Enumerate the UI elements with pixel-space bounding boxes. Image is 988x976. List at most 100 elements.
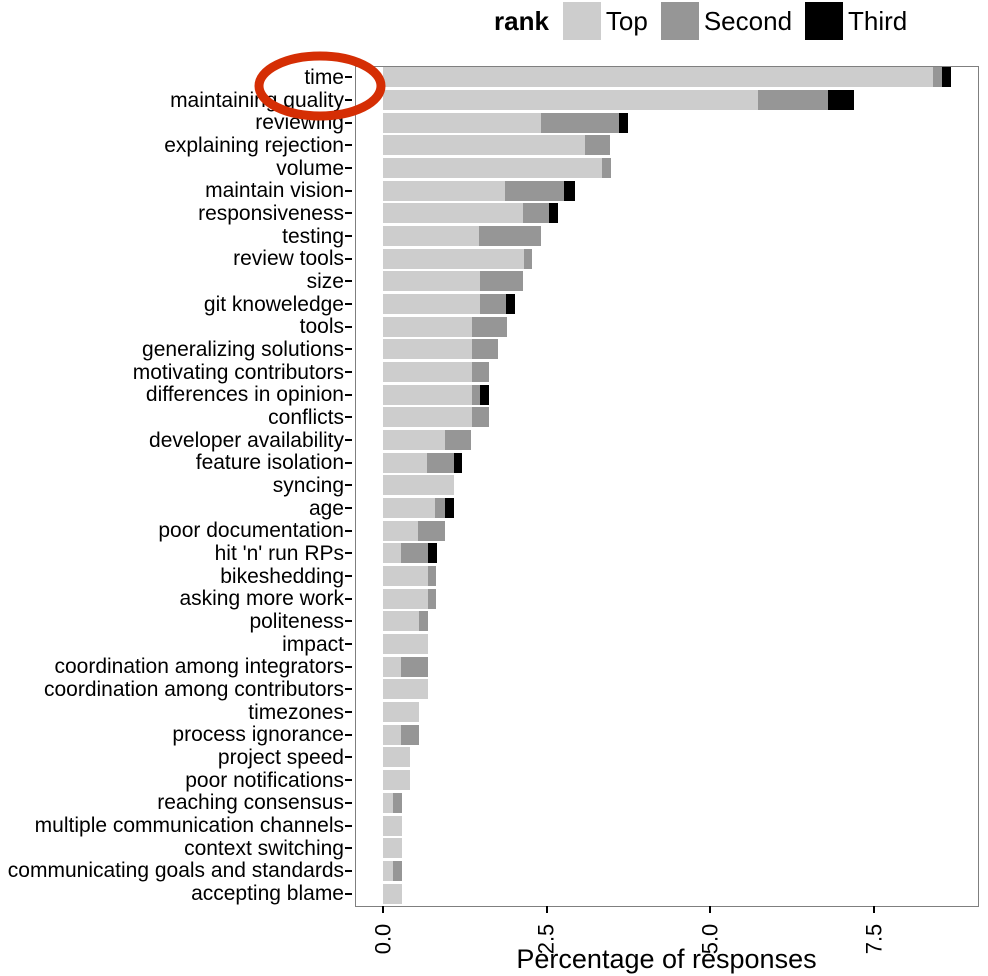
chart-row: feature isolation bbox=[0, 451, 988, 474]
bar-area bbox=[352, 407, 988, 428]
bar-segment-second bbox=[505, 180, 565, 201]
x-axis-tick bbox=[545, 906, 548, 913]
bar-area bbox=[352, 860, 988, 881]
y-axis-label: git knoweledge bbox=[203, 292, 344, 316]
y-axis-tick bbox=[345, 575, 352, 578]
bar-segment-top bbox=[383, 498, 436, 519]
bar-area bbox=[352, 203, 988, 224]
chart-row: git knoweledge bbox=[0, 293, 988, 316]
bar-segment-top bbox=[383, 838, 402, 859]
bar-segment-top bbox=[383, 362, 473, 383]
bar-area bbox=[352, 566, 988, 587]
legend-title: rank bbox=[494, 6, 549, 36]
y-axis-label: responsiveness bbox=[198, 201, 344, 225]
chart-row: age bbox=[0, 497, 988, 520]
y-axis-tick bbox=[345, 507, 352, 510]
stacked-bar bbox=[383, 362, 490, 383]
bar-segment-second bbox=[479, 294, 507, 315]
bar-segment-top bbox=[383, 226, 480, 247]
stacked-bar bbox=[383, 158, 611, 179]
legend-item-second: Second bbox=[660, 2, 793, 40]
y-axis-label: conflicts bbox=[268, 405, 344, 429]
legend-label-second: Second bbox=[703, 6, 793, 36]
y-axis-label: time bbox=[304, 65, 344, 89]
bar-rows: time maintaining quality reviewing explaini… bbox=[0, 66, 988, 905]
chart-row: impact bbox=[0, 633, 988, 656]
legend-swatch-top bbox=[562, 2, 601, 40]
stacked-bar bbox=[383, 339, 499, 360]
y-axis-label: review tools bbox=[233, 247, 344, 271]
y-axis-label: process ignorance bbox=[172, 723, 344, 747]
stacked-bar bbox=[383, 384, 490, 405]
stacked-bar bbox=[383, 430, 471, 451]
y-axis-label: maintaining quality bbox=[170, 88, 344, 112]
y-axis-label: maintain vision bbox=[205, 179, 344, 203]
y-axis-label: volume bbox=[276, 156, 344, 180]
chart-row: time bbox=[0, 66, 988, 89]
bar-area bbox=[352, 838, 988, 859]
y-axis-tick bbox=[345, 121, 352, 124]
bar-area bbox=[352, 611, 988, 632]
y-axis-label: tools bbox=[299, 315, 344, 339]
bar-segment-top bbox=[383, 656, 402, 677]
y-axis-tick bbox=[345, 371, 352, 374]
x-axis-tick bbox=[382, 906, 384, 913]
legend-item-third: Third bbox=[805, 2, 907, 40]
y-axis-tick bbox=[345, 461, 352, 464]
bar-segment-third bbox=[548, 203, 559, 224]
chart-row: syncing bbox=[0, 474, 988, 497]
y-axis-label: impact bbox=[282, 632, 344, 656]
y-axis-tick bbox=[345, 620, 352, 623]
bar-area bbox=[352, 520, 988, 541]
y-axis-label: differences in opinion bbox=[145, 383, 344, 407]
bar-segment-top bbox=[383, 112, 542, 133]
bar-segment-third bbox=[428, 543, 438, 564]
y-axis-tick bbox=[345, 393, 352, 396]
bar-segment-top bbox=[383, 770, 411, 791]
chart-row: size bbox=[0, 270, 988, 293]
bar-segment-second bbox=[479, 226, 542, 247]
stacked-bar bbox=[383, 475, 454, 496]
stacked-bar bbox=[383, 860, 402, 881]
y-axis-label: politeness bbox=[249, 609, 344, 633]
bar-area bbox=[352, 339, 988, 360]
stacked-bar bbox=[383, 543, 438, 564]
chart-row: maintain vision bbox=[0, 179, 988, 202]
bar-segment-second bbox=[523, 203, 549, 224]
y-axis-tick bbox=[345, 552, 352, 555]
chart-row: motivating contributors bbox=[0, 361, 988, 384]
y-axis-tick bbox=[345, 643, 352, 646]
bar-area bbox=[352, 588, 988, 609]
stacked-bar bbox=[383, 135, 610, 156]
bar-area bbox=[352, 430, 988, 451]
stacked-bar bbox=[383, 226, 542, 247]
stacked-bar bbox=[383, 747, 411, 768]
chart-row: hit 'n' run RPs bbox=[0, 542, 988, 565]
bar-segment-second bbox=[419, 611, 428, 632]
y-axis-tick bbox=[345, 824, 352, 827]
stacked-bar bbox=[383, 838, 402, 859]
bar-area bbox=[352, 883, 988, 904]
bar-segment-top bbox=[383, 248, 524, 269]
y-axis-tick bbox=[345, 144, 352, 147]
chart-row: timezones bbox=[0, 701, 988, 724]
legend-label-top: Top bbox=[605, 6, 648, 36]
y-axis-tick bbox=[345, 597, 352, 600]
bar-area bbox=[352, 543, 988, 564]
chart-row: explaining rejection bbox=[0, 134, 988, 157]
stacked-bar bbox=[383, 815, 402, 836]
bar-area bbox=[352, 90, 988, 110]
stacked-bar bbox=[383, 294, 515, 315]
bar-segment-second bbox=[932, 67, 943, 88]
stacked-bar bbox=[383, 611, 428, 632]
y-axis-label: communicating goals and standards bbox=[7, 859, 344, 883]
bar-segment-second bbox=[444, 430, 471, 451]
stacked-bar bbox=[383, 67, 952, 88]
bar-segment-top bbox=[383, 792, 393, 813]
bar-area bbox=[352, 158, 988, 179]
y-axis-tick bbox=[345, 280, 352, 283]
stacked-bar bbox=[383, 498, 454, 519]
bar-segment-top bbox=[383, 883, 402, 904]
y-axis-label: coordination among contributors bbox=[43, 677, 344, 701]
